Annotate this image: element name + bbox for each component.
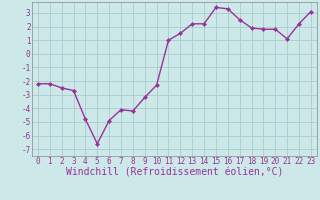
X-axis label: Windchill (Refroidissement éolien,°C): Windchill (Refroidissement éolien,°C) xyxy=(66,168,283,178)
